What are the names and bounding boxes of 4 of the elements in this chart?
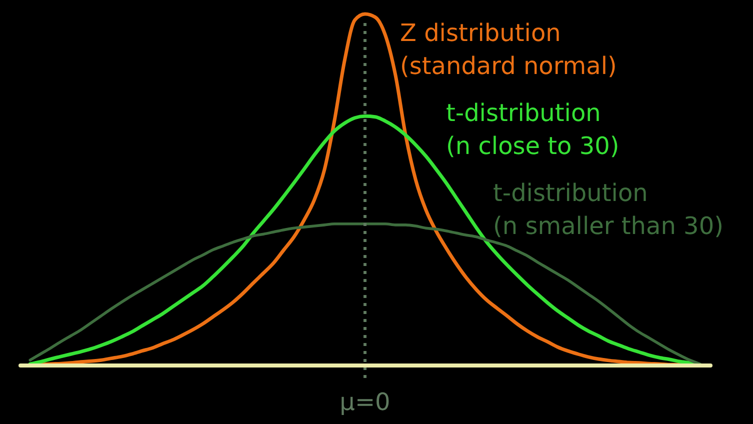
series-label: Z distribution (standard normal) <box>400 19 617 80</box>
series-label: t-distribution (n smaller than 30) <box>493 179 724 240</box>
series-label: t-distribution (n close to 30) <box>446 99 620 160</box>
text: μ=0 <box>340 388 390 416</box>
